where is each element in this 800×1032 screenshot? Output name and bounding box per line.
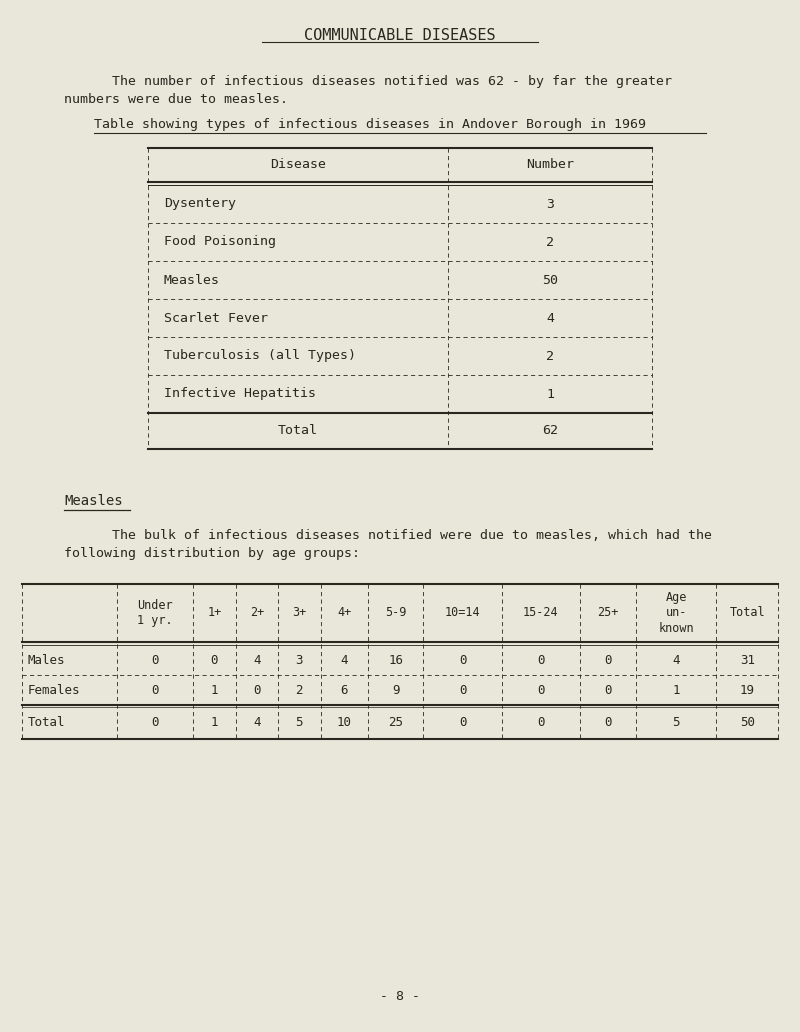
Text: Tuberculosis (all Types): Tuberculosis (all Types)	[164, 350, 356, 362]
Text: The bulk of infectious diseases notified were due to measles, which had the: The bulk of infectious diseases notified…	[80, 529, 712, 542]
Text: 2: 2	[295, 683, 303, 697]
Text: Number: Number	[526, 159, 574, 171]
Text: 62: 62	[542, 424, 558, 438]
Text: Disease: Disease	[270, 159, 326, 171]
Text: 0: 0	[537, 683, 545, 697]
Text: 4: 4	[253, 716, 261, 730]
Text: - 8 -: - 8 -	[380, 990, 420, 1003]
Text: 2: 2	[546, 235, 554, 249]
Text: 1: 1	[210, 683, 218, 697]
Text: 0: 0	[537, 653, 545, 667]
Text: 19: 19	[740, 683, 754, 697]
Text: numbers were due to measles.: numbers were due to measles.	[64, 93, 288, 106]
Text: 0: 0	[151, 716, 159, 730]
Text: 0: 0	[604, 653, 612, 667]
Text: 5-9: 5-9	[385, 607, 406, 619]
Text: 3+: 3+	[292, 607, 306, 619]
Text: following distribution by age groups:: following distribution by age groups:	[64, 547, 360, 560]
Text: 31: 31	[740, 653, 754, 667]
Text: 1: 1	[210, 716, 218, 730]
Text: 3: 3	[546, 197, 554, 211]
Text: 15-24: 15-24	[523, 607, 558, 619]
Text: Measles: Measles	[64, 494, 122, 508]
Text: Under
1 yr.: Under 1 yr.	[138, 599, 173, 627]
Text: 9: 9	[392, 683, 399, 697]
Text: 25+: 25+	[598, 607, 618, 619]
Text: 0: 0	[459, 716, 466, 730]
Text: The number of infectious diseases notified was 62 - by far the greater: The number of infectious diseases notifi…	[80, 75, 672, 88]
Text: Food Poisoning: Food Poisoning	[164, 235, 276, 249]
Text: COMMUNICABLE DISEASES: COMMUNICABLE DISEASES	[304, 28, 496, 43]
Text: 0: 0	[604, 716, 612, 730]
Text: 0: 0	[210, 653, 218, 667]
Text: 0: 0	[459, 683, 466, 697]
Text: Females: Females	[28, 683, 81, 697]
Text: 0: 0	[604, 683, 612, 697]
Text: 4+: 4+	[337, 607, 351, 619]
Text: 0: 0	[151, 653, 159, 667]
Text: 0: 0	[537, 716, 545, 730]
Text: 0: 0	[459, 653, 466, 667]
Text: Infective Hepatitis: Infective Hepatitis	[164, 387, 316, 400]
Text: 0: 0	[151, 683, 159, 697]
Text: 16: 16	[388, 653, 403, 667]
Text: 4: 4	[340, 653, 348, 667]
Text: 4: 4	[546, 312, 554, 324]
Text: Total: Total	[28, 716, 66, 730]
Text: 50: 50	[740, 716, 754, 730]
Text: 3: 3	[295, 653, 303, 667]
Text: 1: 1	[546, 387, 554, 400]
Text: 1: 1	[673, 683, 680, 697]
Text: 2+: 2+	[250, 607, 264, 619]
Text: 0: 0	[253, 683, 261, 697]
Text: Males: Males	[28, 653, 66, 667]
Text: 6: 6	[340, 683, 348, 697]
Text: 10: 10	[337, 716, 351, 730]
Text: 2: 2	[546, 350, 554, 362]
Text: Total: Total	[730, 607, 765, 619]
Text: Measles: Measles	[164, 273, 220, 287]
Text: 5: 5	[295, 716, 303, 730]
Text: 10=14: 10=14	[445, 607, 481, 619]
Text: 4: 4	[253, 653, 261, 667]
Text: 5: 5	[673, 716, 680, 730]
Text: 1+: 1+	[207, 607, 222, 619]
Text: 50: 50	[542, 273, 558, 287]
Text: Age
un-
known: Age un- known	[658, 591, 694, 635]
Text: 4: 4	[673, 653, 680, 667]
Text: Table showing types of infectious diseases in Andover Borough in 1969: Table showing types of infectious diseas…	[94, 118, 646, 131]
Text: Dysentery: Dysentery	[164, 197, 236, 211]
Text: Scarlet Fever: Scarlet Fever	[164, 312, 268, 324]
Text: 25: 25	[388, 716, 403, 730]
Text: Total: Total	[278, 424, 318, 438]
